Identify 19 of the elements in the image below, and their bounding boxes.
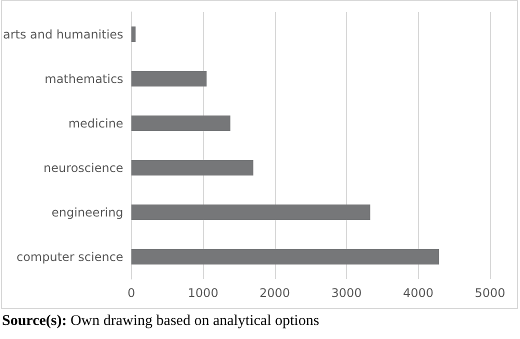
y-tick-label: arts and humanities bbox=[2, 27, 124, 42]
x-tick-label: 2000 bbox=[260, 286, 290, 300]
bar bbox=[131, 115, 230, 132]
bar bbox=[131, 70, 207, 87]
x-tick-label: 1000 bbox=[188, 286, 218, 300]
bar bbox=[131, 204, 370, 220]
y-tick-label: engineering bbox=[52, 205, 124, 220]
source-note: Source(s): Own drawing based on analytical options bbox=[2, 313, 320, 330]
bar bbox=[131, 160, 254, 176]
x-tick-label: 3000 bbox=[331, 286, 362, 300]
x-tick-label: 0 bbox=[127, 286, 136, 300]
x-tick-label: 4000 bbox=[402, 286, 434, 300]
x-tick-label: 5000 bbox=[474, 286, 506, 300]
bar bbox=[131, 26, 136, 42]
y-tick-label: computer science bbox=[16, 250, 124, 264]
y-tick-label: mathematics bbox=[44, 72, 124, 86]
bar bbox=[131, 248, 440, 265]
y-tick-label: medicine bbox=[68, 116, 124, 130]
y-tick-label: neuroscience bbox=[44, 160, 124, 175]
